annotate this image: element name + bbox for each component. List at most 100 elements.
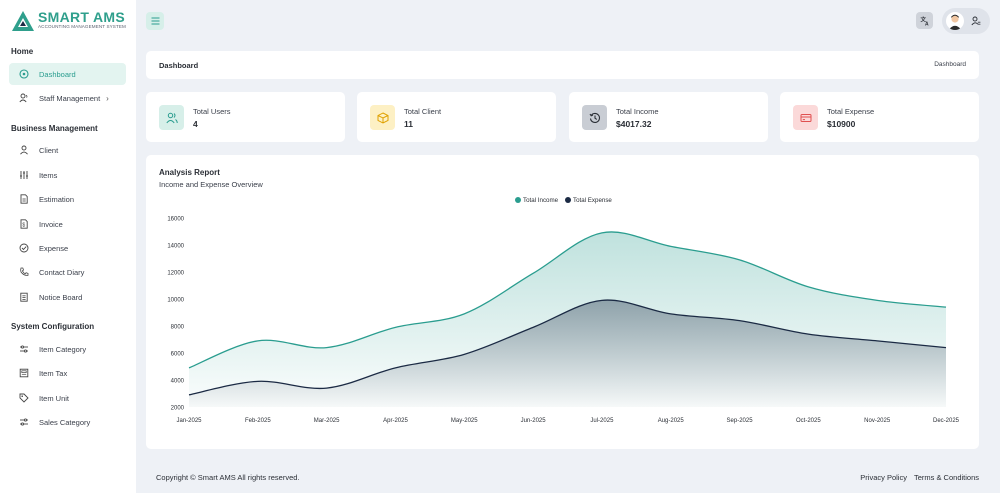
credit-card-icon: [793, 105, 818, 130]
sidebar-item-invoice[interactable]: $ Invoice: [9, 213, 126, 235]
sidebar: SMART AMS ACCOUNTING MANAGEMENT SYSTEM H…: [0, 0, 136, 493]
x-tick-label: Feb-2025: [245, 418, 271, 424]
analysis-chart: 2000 4000 6000 8000 10000 12000 14000 16000 Jan-…: [167, 197, 960, 424]
history-icon: [582, 105, 607, 130]
user-menu-button[interactable]: [942, 8, 990, 34]
stat-card-total-expense: Total Expense $10900: [780, 92, 979, 142]
svg-text:文: 文: [920, 16, 926, 24]
footer-links: Privacy Policy Terms & Conditions: [860, 473, 979, 482]
chevron-right-icon: ›: [106, 93, 109, 103]
users-icon: [159, 105, 184, 130]
series-line-income: [188, 231, 947, 369]
breadcrumb[interactable]: Dashboard: [934, 61, 966, 68]
y-tick-label: 16000: [167, 217, 184, 223]
hamburger-icon: [151, 17, 159, 25]
x-tick-label: Aug-2025: [658, 418, 685, 424]
sidebar-item-notice-board[interactable]: Notice Board: [9, 286, 126, 308]
sidebar-item-dashboard[interactable]: Dashboard: [9, 63, 126, 85]
y-tick-label: 6000: [171, 352, 185, 358]
sidebar-item-item-unit[interactable]: Item Unit: [9, 387, 126, 409]
stat-value: 4: [193, 119, 198, 129]
y-tick-label: 10000: [167, 298, 184, 304]
chart-subtitle: Income and Expense Overview: [159, 180, 263, 189]
brand-subtitle: ACCOUNTING MANAGEMENT SYSTEM: [38, 24, 126, 29]
stat-label: Total Income: [616, 107, 659, 116]
translate-icon: 文A: [920, 16, 929, 26]
tax-icon: [18, 367, 30, 379]
series-area-expense: [189, 300, 946, 407]
footer-copyright: Copyright © Smart AMS All rights reserve…: [156, 473, 300, 482]
x-tick-label: Dec-2025: [933, 418, 960, 424]
section-title-business: Business Management: [11, 124, 98, 133]
svg-text:$: $: [22, 223, 25, 229]
sidebar-item-contact-diary[interactable]: Contact Diary: [9, 261, 126, 283]
sidebar-item-items[interactable]: Items: [9, 164, 126, 186]
y-tick-label: 12000: [167, 271, 184, 277]
phone-icon: [18, 266, 30, 278]
stat-card-total-income: Total Income $4017.32: [569, 92, 768, 142]
stat-card-total-client: Total Client 11: [357, 92, 556, 142]
sidebar-item-staff-management[interactable]: Staff Management ›: [9, 87, 126, 109]
x-tick-label: May-2025: [451, 418, 478, 424]
sidebar-item-item-tax[interactable]: Item Tax: [9, 362, 126, 384]
stat-label: Total Client: [404, 107, 442, 116]
privacy-policy-link[interactable]: Privacy Policy: [860, 473, 907, 482]
stat-value: $4017.32: [616, 119, 652, 129]
menu-toggle-button[interactable]: [146, 12, 164, 30]
sidebar-item-item-category[interactable]: Item Category: [9, 338, 126, 360]
stat-value: 11: [404, 119, 413, 129]
x-tick-label: Jan-2025: [176, 418, 202, 424]
staff-icon: [18, 92, 30, 104]
sidebar-item-label: Sales Category: [39, 417, 91, 427]
dashboard-icon: [18, 68, 30, 80]
chart-title: Analysis Report: [159, 168, 220, 177]
document-icon: [18, 193, 30, 205]
x-tick-label: Jul-2025: [590, 418, 614, 424]
sidebar-item-label: Estimation: [39, 194, 75, 204]
brand-logo[interactable]: SMART AMS ACCOUNTING MANAGEMENT SYSTEM: [12, 9, 130, 33]
series-line-expense: [188, 299, 947, 396]
sidebar-item-expense[interactable]: Expense: [9, 237, 126, 259]
brand-title: SMART AMS: [38, 9, 125, 25]
category-icon: [18, 343, 30, 355]
sidebar-item-sales-category[interactable]: Sales Category: [9, 411, 126, 433]
sidebar-item-label: Item Tax: [39, 368, 68, 378]
invoice-icon: $: [18, 218, 30, 230]
x-tick-label: Jun-2025: [521, 418, 547, 424]
sidebar-item-estimation[interactable]: Estimation: [9, 188, 126, 210]
sidebar-item-label: Items: [39, 170, 58, 180]
y-tick-label: 2000: [171, 406, 185, 412]
tag-icon: [18, 392, 30, 404]
user-settings-icon: [971, 16, 981, 26]
box-icon: [370, 105, 395, 130]
stat-label: Total Expense: [827, 107, 875, 116]
sales-category-icon: [18, 416, 30, 428]
terms-link[interactable]: Terms & Conditions: [913, 473, 979, 482]
sidebar-item-label: Dashboard: [39, 69, 76, 79]
sidebar-item-label: Item Unit: [39, 393, 70, 403]
avatar: [946, 12, 964, 30]
logo-mark-icon: [12, 11, 34, 31]
y-tick-label: 14000: [167, 244, 184, 250]
legend-label: Total Income: [523, 197, 559, 204]
x-tick-label: Sep-2025: [727, 418, 754, 424]
y-tick-label: 4000: [171, 379, 185, 385]
sidebar-item-label: Invoice: [39, 219, 63, 229]
sidebar-item-label: Contact Diary: [39, 267, 85, 277]
y-tick-label: 8000: [171, 325, 185, 331]
sidebar-item-client[interactable]: Client: [9, 139, 126, 161]
stat-value: $10900: [827, 119, 856, 129]
sidebar-item-label: Client: [39, 145, 59, 155]
x-tick-label: Apr-2025: [383, 418, 408, 424]
analysis-report-card: Analysis Report Income and Expense Overv…: [146, 155, 979, 449]
stat-card-total-users: Total Users 4: [146, 92, 345, 142]
legend-marker: [515, 197, 521, 203]
page-title: Dashboard: [159, 61, 199, 70]
check-circle-icon: [18, 242, 30, 254]
sidebar-item-label: Notice Board: [39, 292, 83, 302]
sliders-icon: [18, 169, 30, 181]
legend-marker: [565, 197, 571, 203]
breadcrumb-bar: Dashboard Dashboard: [146, 51, 979, 79]
sidebar-item-label: Staff Management: [39, 93, 101, 103]
